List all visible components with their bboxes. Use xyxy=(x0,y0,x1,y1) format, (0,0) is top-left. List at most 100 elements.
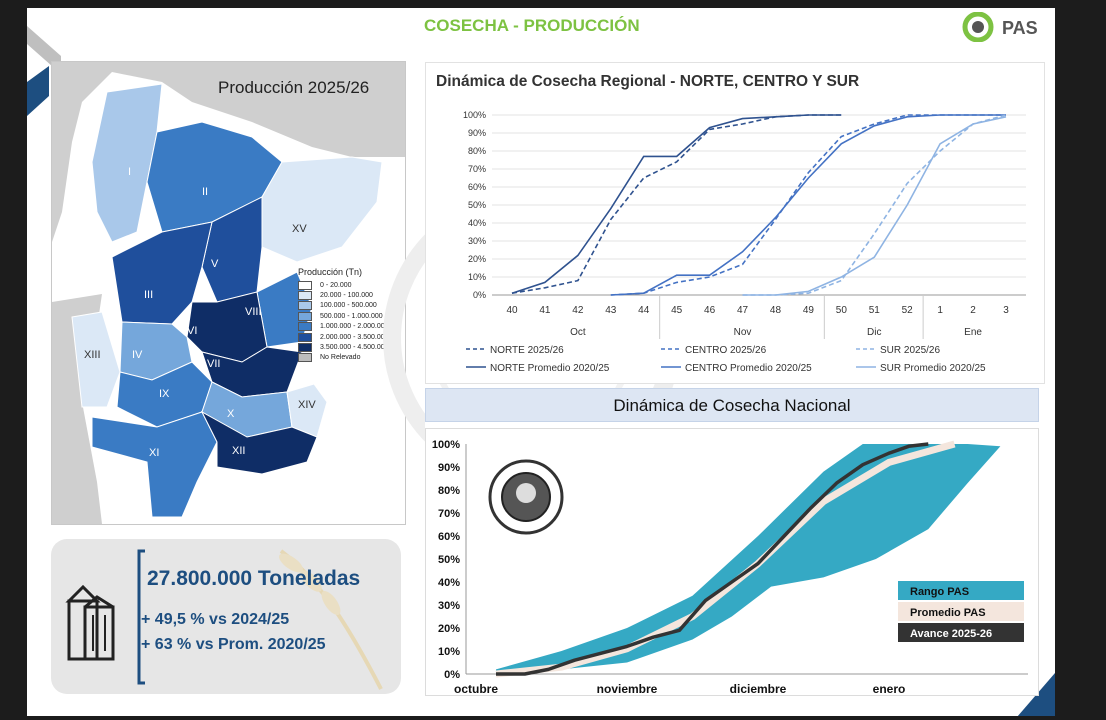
change-vs-previous: + 49,5 % vs 2024/25 xyxy=(141,611,290,628)
legend-label: No Relevado xyxy=(320,354,361,362)
map-title: Producción 2025/26 xyxy=(218,78,370,97)
legend-label: CENTRO Promedio 2020/25 xyxy=(685,363,812,374)
legend-swatch xyxy=(298,301,312,311)
region-label: XV xyxy=(292,223,307,235)
month-label: Dic xyxy=(867,327,881,338)
y-tick-label: 100% xyxy=(463,110,486,120)
x-tick-label: 44 xyxy=(638,305,650,316)
y-tick-label: 10% xyxy=(438,646,460,658)
x-tick-label: 1 xyxy=(937,305,943,316)
region-shape-XIV xyxy=(286,383,328,438)
total-production: 27.800.000 Toneladas xyxy=(147,567,361,590)
y-tick-label: 90% xyxy=(438,462,460,474)
region-label: III xyxy=(144,289,153,301)
national-chart-title: Dinámica de Cosecha Nacional xyxy=(613,396,851,415)
region-label: XII xyxy=(232,445,245,457)
y-tick-label: 70% xyxy=(468,164,486,174)
wheat-watermark xyxy=(279,549,383,690)
legend-label: SUR Promedio 2020/25 xyxy=(880,363,986,374)
x-tick-label: 3 xyxy=(1003,305,1009,316)
legend-label: CENTRO 2025/26 xyxy=(685,345,767,356)
national-chart-header: Dinámica de Cosecha Nacional xyxy=(425,388,1039,422)
region-shape-XIII xyxy=(71,311,121,408)
x-tick-label: 47 xyxy=(737,305,749,316)
region-shape-I xyxy=(91,83,163,243)
logo-text: PAS xyxy=(1002,18,1038,38)
y-tick-label: 80% xyxy=(438,485,460,497)
legend-item: 100.000 - 500.000 xyxy=(298,301,389,311)
x-tick-label: 48 xyxy=(770,305,782,316)
x-tick-label: 45 xyxy=(671,305,683,316)
series-line xyxy=(610,114,1006,296)
region-shape-XII xyxy=(200,410,318,475)
neighbor-country-shape xyxy=(52,62,405,242)
x-tick-label: enero xyxy=(873,682,906,696)
legend-swatch xyxy=(298,343,312,353)
y-tick-label: 0% xyxy=(473,290,486,300)
region-label: VII xyxy=(207,358,220,370)
legend-label: 500.000 - 1.000.000 xyxy=(320,312,383,320)
map-legend: Producción (Tn) 0 - 20.000 20.000 - 100.… xyxy=(298,267,389,363)
legend-label: Rango PAS xyxy=(910,586,969,598)
month-label: Oct xyxy=(570,327,586,338)
y-tick-label: 50% xyxy=(468,200,486,210)
legend-label: 1.000.000 - 2.000.000 xyxy=(320,323,389,331)
x-tick-label: 41 xyxy=(539,305,551,316)
y-tick-label: 80% xyxy=(468,146,486,156)
pas-logo-icon xyxy=(962,11,994,43)
legend-swatch xyxy=(898,581,1024,600)
legend-item: 500.000 - 1.000.000 xyxy=(298,311,389,321)
region-label: IV xyxy=(132,349,143,361)
legend-label: 20.000 - 100.000 xyxy=(320,292,373,300)
x-tick-label: octubre xyxy=(454,682,498,696)
legend-item: No Relevado xyxy=(298,353,389,363)
legend-label: 2.000.000 - 3.500.000 xyxy=(320,333,389,341)
production-summary: 27.800.000 Toneladas + 49,5 % vs 2024/25… xyxy=(51,539,401,694)
x-tick-label: diciembre xyxy=(730,682,787,696)
region-label: V xyxy=(211,258,219,270)
summary-bracket xyxy=(137,549,145,685)
legend-label: Avance 2025-26 xyxy=(910,628,992,640)
bolsa-seal-icon xyxy=(488,459,564,535)
x-tick-label: 40 xyxy=(506,305,518,316)
progress-line xyxy=(496,442,929,676)
y-tick-label: 40% xyxy=(468,218,486,228)
region-label: I xyxy=(128,166,131,178)
regional-chart: 0% 10% 20% 30% 40% 50% 60% 70% 80% 90% 100% 40 41 42 4… xyxy=(463,110,1026,374)
y-tick-label: 40% xyxy=(438,577,460,589)
series-line xyxy=(511,114,842,294)
x-tick-label: 52 xyxy=(902,305,914,316)
legend-title: Producción (Tn) xyxy=(298,267,363,277)
x-tick-label: 46 xyxy=(704,305,716,316)
x-tick-label: noviembre xyxy=(597,682,658,696)
regional-chart-panel: Dinámica de Cosecha Regional - NORTE, CE… xyxy=(425,62,1045,384)
national-chart: 0% 10% 20% 30% 40% 50% 60% 70% 80% 90% 100% octubre… xyxy=(432,439,1028,696)
average-line xyxy=(495,440,956,678)
change-vs-average: + 63 % vs Prom. 2020/25 xyxy=(141,636,326,653)
series-line xyxy=(742,116,1007,296)
series-line xyxy=(511,114,842,294)
y-tick-label: 60% xyxy=(468,182,486,192)
region-label: VIII xyxy=(245,306,262,318)
legend-swatch xyxy=(298,332,312,342)
region-label: XI xyxy=(149,447,159,459)
x-tick-label: 2 xyxy=(970,305,976,316)
y-tick-label: 100% xyxy=(432,439,460,451)
legend-item: 0 - 20.000 xyxy=(298,280,389,290)
region-label: XIII xyxy=(84,349,101,361)
map-panel: I II III IV V VI VII VIII IX X XI XII XI… xyxy=(51,61,406,525)
range-band xyxy=(496,444,1001,674)
region-label: II xyxy=(202,186,208,198)
y-tick-label: 20% xyxy=(468,254,486,264)
month-label: Nov xyxy=(734,327,752,338)
legend-item: 3.500.000 - 4.500.000 xyxy=(298,342,389,353)
x-tick-label: 50 xyxy=(836,305,848,316)
y-tick-label: 30% xyxy=(468,236,486,246)
national-chart-panel: Dinámica de Cosecha Nacional 0% 10% 20% 30%… xyxy=(425,388,1039,696)
x-tick-label: 42 xyxy=(572,305,584,316)
legend-swatch xyxy=(298,291,312,301)
region-label: VI xyxy=(187,325,197,337)
legend-swatch xyxy=(298,280,312,290)
legend-label: 3.500.000 - 4.500.000 xyxy=(320,344,389,352)
legend-swatch xyxy=(898,623,1024,642)
